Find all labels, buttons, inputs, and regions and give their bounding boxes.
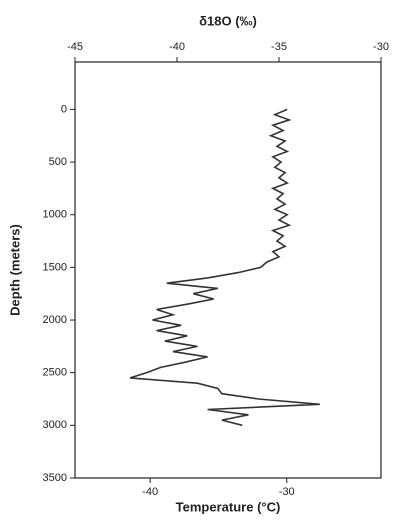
y-tick-label: 0 [61,103,67,115]
y-tick-label: 2500 [43,367,67,379]
bottom-tick-label: -40 [142,486,158,498]
bottom-tick-label: -30 [279,486,295,498]
bottom-axis-title: Temperature (°C) [176,499,281,514]
top-tick-label: -40 [169,41,185,53]
y-tick-label: 1000 [43,209,67,221]
top-tick-label: -30 [373,41,389,53]
y-axis-title: Depth (meters) [7,224,22,316]
top-tick-label: -45 [67,41,83,53]
plot-frame [74,61,382,479]
y-tick-label: 1500 [43,261,67,273]
y-tick-label: 500 [49,156,67,168]
top-tick-label: -35 [271,41,287,53]
y-tick-label: 2000 [43,314,67,326]
top-axis-title: δ18O (‰) [199,13,257,28]
y-tick-label: 3000 [43,419,67,431]
profile-line [129,108,320,427]
y-tick-label: 3500 [43,472,67,484]
